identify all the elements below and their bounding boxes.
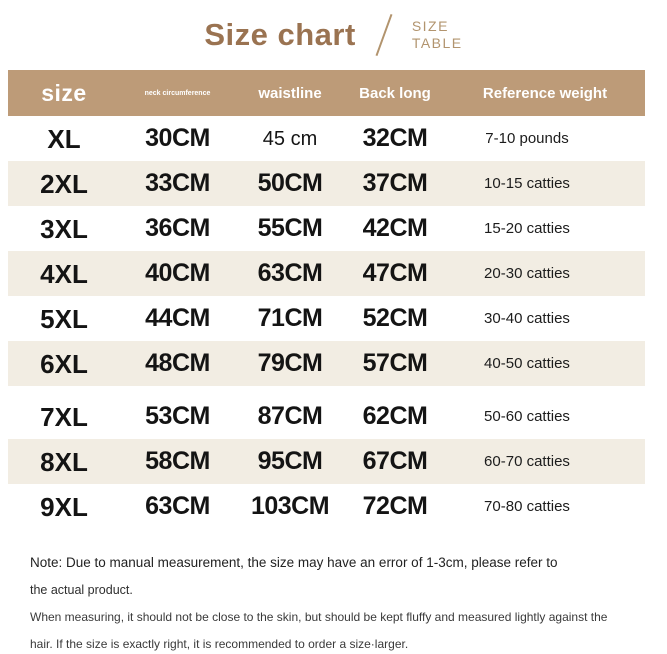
- column-header-neck-circumference: neck circumference: [144, 89, 211, 97]
- note-line: hair. If the size is exactly right, it i…: [30, 636, 409, 651]
- size-cell: 9XL: [40, 491, 88, 522]
- column-header-back-long: Back long: [359, 84, 431, 102]
- waistline-cell: 55CM: [257, 214, 323, 242]
- table-row: XL 30CM 45 cm 32CM 7-10 pounds: [8, 116, 645, 161]
- waistline-cell: 79CM: [257, 349, 323, 377]
- neck-circumference-cell: 58CM: [145, 447, 210, 475]
- reference-weight-cell: 30-40 catties: [484, 310, 570, 327]
- column-header-reference-weight: Reference weight: [482, 84, 608, 102]
- table-row: 2XL 33CM 50CM 37CM 10-15 catties: [8, 161, 645, 206]
- slash-divider: [372, 12, 396, 58]
- table-header-row: size neck circumference waistline Back l…: [8, 70, 645, 116]
- table-row: 3XL 36CM 55CM 42CM 15-20 catties: [8, 206, 645, 251]
- table-row: 9XL 63CM 103CM 72CM 70-80 catties: [8, 484, 645, 529]
- note-line: Note: Due to manual measurement, the siz…: [30, 555, 558, 570]
- column-header-waistline: waistline: [258, 84, 322, 102]
- back-long-cell: 47CM: [362, 259, 428, 287]
- reference-weight-cell: 7-10 pounds: [485, 130, 569, 147]
- back-long-cell: 57CM: [362, 349, 428, 377]
- waistline-cell: 95CM: [257, 447, 323, 475]
- column-header-size: size: [41, 79, 87, 106]
- size-cell: 8XL: [40, 446, 88, 477]
- back-long-cell: 67CM: [362, 447, 428, 475]
- size-cell: 5XL: [40, 303, 88, 334]
- size-cell: 6XL: [40, 348, 88, 379]
- waistline-cell: 45 cm: [262, 127, 318, 150]
- reference-weight-cell: 60-70 catties: [484, 453, 570, 470]
- size-cell: 2XL: [40, 168, 88, 199]
- size-cell: 7XL: [40, 401, 88, 432]
- subtitle-line-2: TABLE: [411, 35, 463, 51]
- neck-circumference-cell: 40CM: [145, 259, 210, 287]
- neck-circumference-cell: 36CM: [145, 214, 210, 242]
- page-title: Size chart: [204, 17, 356, 52]
- waistline-cell: 87CM: [257, 402, 323, 430]
- waistline-cell: 50CM: [257, 169, 323, 197]
- neck-circumference-cell: 44CM: [145, 304, 210, 332]
- reference-weight-cell: 50-60 catties: [484, 408, 570, 425]
- table-row: 5XL 44CM 71CM 52CM 30-40 catties: [8, 296, 645, 341]
- reference-weight-cell: 40-50 catties: [484, 355, 570, 372]
- notes-section: Note: Due to manual measurement, the siz…: [30, 555, 633, 651]
- title-row: Size chart SIZE TABLE: [0, 0, 667, 60]
- reference-weight-cell: 20-30 catties: [484, 265, 570, 282]
- table-row: 4XL 40CM 63CM 47CM 20-30 catties: [8, 251, 645, 296]
- back-long-cell: 72CM: [362, 492, 428, 520]
- neck-circumference-cell: 33CM: [145, 169, 210, 197]
- waistline-cell: 63CM: [257, 259, 323, 287]
- back-long-cell: 52CM: [362, 304, 428, 332]
- table-row: 6XL 48CM 79CM 57CM 40-50 catties: [8, 341, 645, 386]
- slash-line: [375, 13, 393, 57]
- back-long-cell: 37CM: [362, 169, 428, 197]
- reference-weight-cell: 70-80 catties: [484, 498, 570, 515]
- neck-circumference-cell: 30CM: [145, 124, 210, 152]
- table-row: 8XL 58CM 95CM 67CM 60-70 catties: [8, 439, 645, 484]
- waistline-cell: 71CM: [257, 304, 323, 332]
- size-cell: 3XL: [40, 213, 88, 244]
- reference-weight-cell: 10-15 catties: [484, 175, 570, 192]
- note-line: When measuring, it should not be close t…: [30, 609, 608, 624]
- reference-weight-cell: 15-20 catties: [484, 220, 570, 237]
- neck-circumference-cell: 53CM: [145, 402, 210, 430]
- size-cell: XL: [47, 123, 81, 154]
- table-row: 7XL 53CM 87CM 62CM 50-60 catties: [8, 394, 645, 439]
- size-table: size neck circumference waistline Back l…: [8, 70, 645, 529]
- waistline-cell: 103CM: [250, 492, 330, 520]
- size-cell: 4XL: [40, 258, 88, 289]
- page-subtitle: SIZE TABLE: [412, 18, 463, 52]
- back-long-cell: 32CM: [362, 124, 428, 152]
- table-body: XL 30CM 45 cm 32CM 7-10 pounds 2XL 33CM …: [8, 116, 645, 529]
- neck-circumference-cell: 48CM: [145, 349, 210, 377]
- neck-circumference-cell: 63CM: [145, 492, 210, 520]
- back-long-cell: 42CM: [362, 214, 428, 242]
- note-line: the actual product.: [30, 582, 133, 597]
- subtitle-line-1: SIZE: [411, 18, 449, 34]
- back-long-cell: 62CM: [362, 402, 428, 430]
